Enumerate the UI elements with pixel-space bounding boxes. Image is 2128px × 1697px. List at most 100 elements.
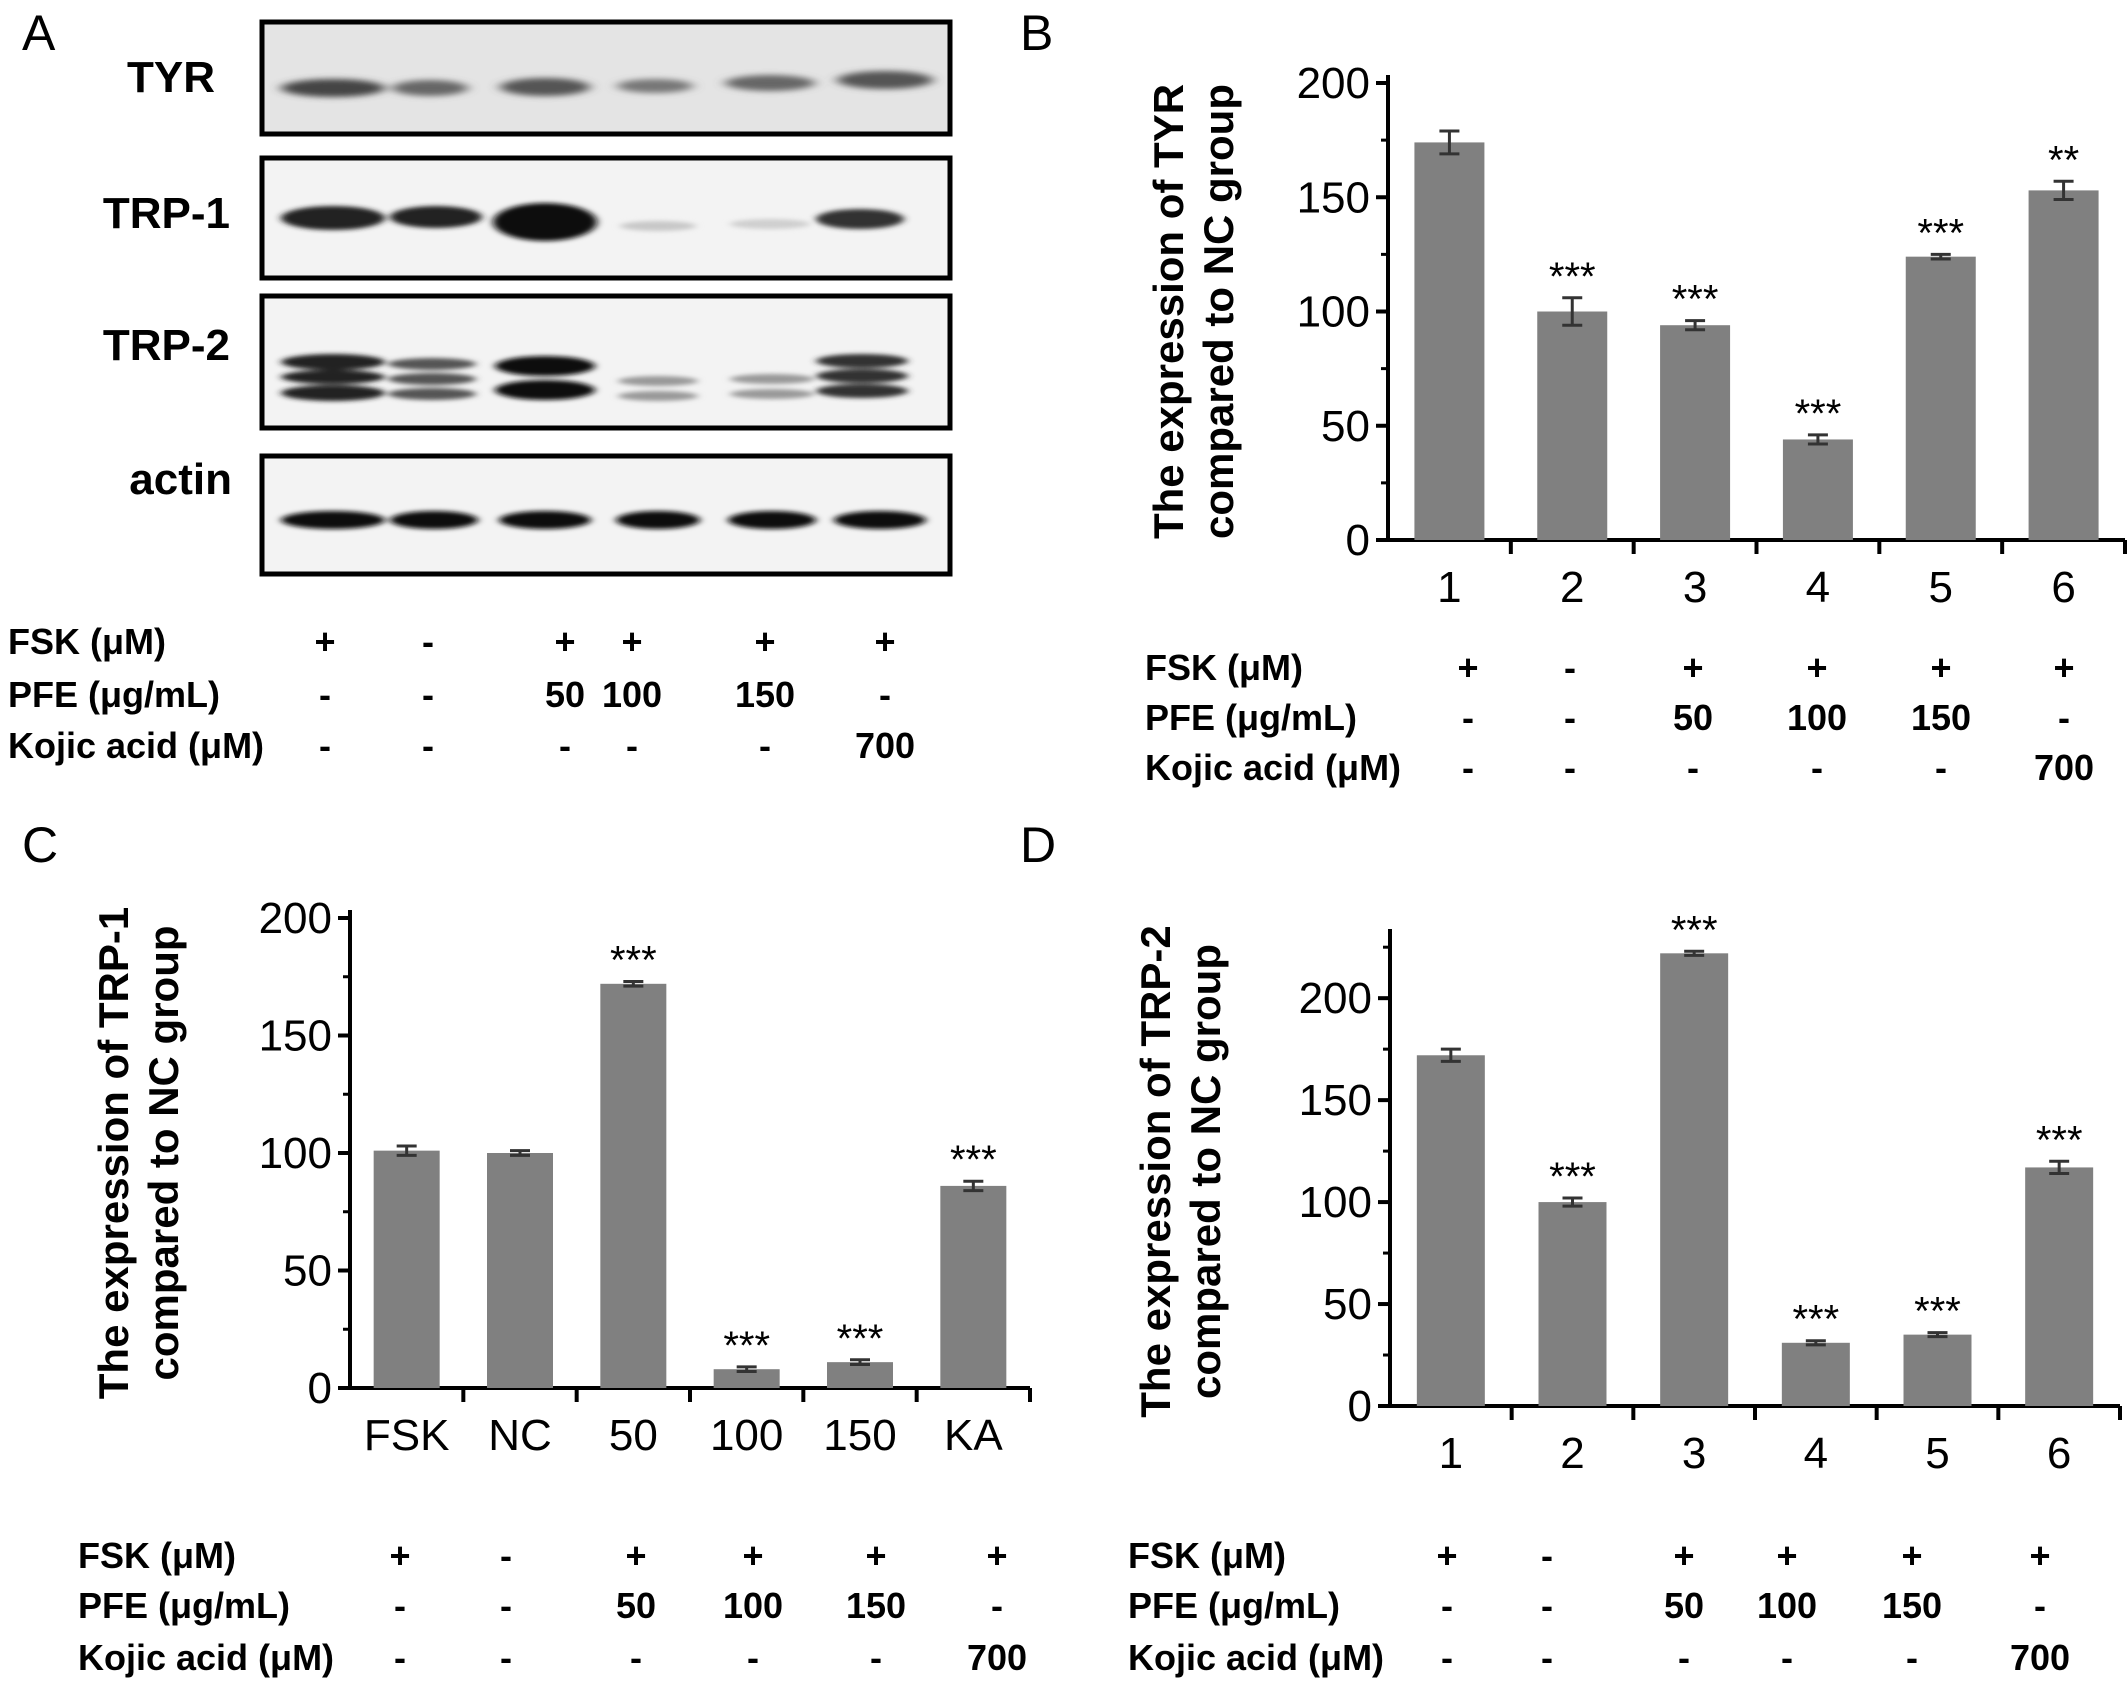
bar	[2025, 1167, 2094, 1406]
treatment-cell: -	[1678, 1637, 1690, 1678]
treatment-cell: 50	[616, 1585, 656, 1626]
significance-label: ***	[1549, 255, 1596, 299]
treatment-cell: -	[1811, 747, 1823, 788]
treatment-cell: 100	[1787, 697, 1847, 738]
treatment-cell: 50	[545, 674, 585, 715]
bar	[373, 1150, 440, 1388]
treatment-cell: -	[1687, 747, 1699, 788]
treatment-cell: -	[1541, 1637, 1553, 1678]
treatment-cell: +	[314, 621, 335, 662]
bar-chart-c: 0 50 100 150 200 FSK NC *** 50 *** 100 *** 150 *** KA T…	[90, 894, 1032, 1460]
treatment-cell: -	[394, 1585, 406, 1626]
bar	[2028, 190, 2099, 540]
bar	[600, 983, 667, 1388]
treatment-cell: 150	[735, 674, 795, 715]
treatment-row-label: PFE (μg/mL)	[78, 1585, 290, 1626]
treatment-cell: -	[422, 621, 434, 662]
treatment-cell: +	[1776, 1535, 1797, 1576]
treatment-cell: +	[865, 1535, 886, 1576]
x-tick-label: 1	[1439, 1429, 1463, 1478]
treatment-cell: -	[1906, 1637, 1918, 1678]
treatment-cell: 150	[1882, 1585, 1942, 1626]
treatment-row-label: Kojic acid (μM)	[1128, 1637, 1384, 1678]
blot-label-trp2: TRP-2	[103, 321, 230, 370]
bar	[1538, 1202, 1607, 1406]
bar	[1660, 325, 1731, 540]
x-tick-label: FSK	[364, 1411, 450, 1460]
significance-label: ***	[1795, 392, 1842, 436]
treatment-cell: -	[2058, 697, 2070, 738]
y-tick-label: 100	[259, 1129, 332, 1178]
treatment-cell: -	[1441, 1585, 1453, 1626]
panel-label-a: A	[22, 5, 56, 61]
treatment-cell: -	[1564, 697, 1576, 738]
bar	[1660, 953, 1729, 1406]
y-tick-label: 100	[1299, 1178, 1372, 1227]
bar-chart-b: 0 50 100 150 200 1 *** 2 *** 3 *** 4 *** 5 ** 6 The expr…	[1145, 59, 2127, 612]
x-tick-label: NC	[488, 1411, 552, 1460]
y-tick-label: 200	[1299, 974, 1372, 1023]
treatment-cell: -	[559, 725, 571, 766]
y-axis-label: compared to NC group	[1182, 944, 1229, 1399]
y-tick-label: 50	[283, 1247, 332, 1296]
treatment-cell: +	[1673, 1535, 1694, 1576]
x-tick-label: 1	[1437, 563, 1461, 612]
significance-label: ***	[1792, 1298, 1839, 1342]
panel-label-c: C	[22, 817, 58, 873]
y-tick-label: 0	[1346, 516, 1370, 565]
treatment-cell: 50	[1673, 697, 1713, 738]
treatment-cell: +	[621, 621, 642, 662]
treatment-cell: +	[2053, 647, 2074, 688]
treatment-cell: -	[1564, 647, 1576, 688]
y-axis-label: compared to NC group	[140, 925, 187, 1380]
y-tick-label: 150	[1297, 173, 1370, 222]
treatment-cell: +	[1457, 647, 1478, 688]
bar	[1416, 1055, 1485, 1406]
significance-label: ***	[723, 1324, 770, 1368]
y-tick-label: 150	[259, 1012, 332, 1061]
x-tick-label: 5	[1925, 1429, 1949, 1478]
significance-label: **	[2048, 138, 2079, 182]
panel-label-b: B	[1020, 5, 1053, 61]
treatment-cell: -	[319, 725, 331, 766]
treatment-cell: -	[1462, 697, 1474, 738]
treatment-cell: -	[422, 725, 434, 766]
treatment-cell: +	[1436, 1535, 1457, 1576]
y-tick-label: 100	[1297, 288, 1370, 337]
y-tick-label: 200	[1297, 59, 1370, 108]
bar	[713, 1369, 780, 1388]
treatment-cell: +	[1901, 1535, 1922, 1576]
treatment-cell: 700	[2034, 747, 2094, 788]
x-tick-label: KA	[944, 1411, 1003, 1460]
treatment-cell: -	[759, 725, 771, 766]
significance-label: ***	[2036, 1118, 2083, 1162]
treatment-row-label: PFE (μg/mL)	[1128, 1585, 1340, 1626]
treatment-cell: -	[747, 1637, 759, 1678]
y-axis-label: compared to NC group	[1195, 84, 1242, 539]
treatment-cell: -	[630, 1637, 642, 1678]
treatment-row-label: FSK (μM)	[1145, 647, 1303, 688]
y-axis-label: The expression of TRP-1	[90, 907, 137, 1399]
bar	[827, 1362, 893, 1388]
treatment-cell: 150	[1911, 697, 1971, 738]
treatment-cell: -	[1541, 1535, 1553, 1576]
blot-trp2	[259, 293, 953, 431]
treatment-cell: -	[1441, 1637, 1453, 1678]
significance-label: ***	[610, 938, 657, 982]
treatment-cell: -	[500, 1535, 512, 1576]
treatment-row-label: PFE (μg/mL)	[1145, 697, 1357, 738]
treatment-cell: +	[754, 621, 775, 662]
treatment-cell: +	[2029, 1535, 2050, 1576]
panel-label-d: D	[1020, 817, 1056, 873]
significance-label: ***	[1549, 1155, 1596, 1199]
bar	[940, 1185, 1007, 1388]
x-tick-label: 100	[710, 1411, 783, 1460]
treatment-cell: -	[626, 725, 638, 766]
y-tick-label: 50	[1323, 1280, 1372, 1329]
significance-label: ***	[950, 1138, 997, 1182]
x-tick-label: 4	[1804, 1429, 1828, 1478]
bar-chart-d: 0 50 100 150 200 1 *** 2 *** 3 *** 4 *** 5 *** 6 The exp…	[1132, 908, 2122, 1478]
treatment-row-label: Kojic acid (μM)	[78, 1637, 334, 1678]
significance-label: ***	[1917, 211, 1964, 255]
